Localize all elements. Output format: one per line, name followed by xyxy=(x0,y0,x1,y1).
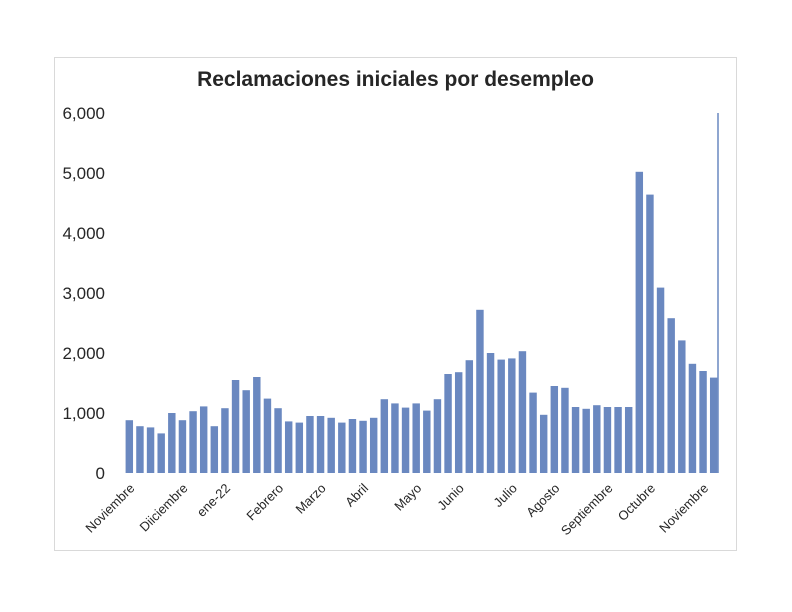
x-tick-label: Abril xyxy=(342,480,371,509)
bar xyxy=(359,420,367,473)
bar xyxy=(348,419,357,473)
bar xyxy=(146,427,155,473)
bar xyxy=(423,410,431,473)
x-tick-label: ene-22 xyxy=(194,481,233,520)
chart-title: Reclamaciones iniciales por desempleo xyxy=(197,68,594,91)
bar xyxy=(125,420,134,473)
bar xyxy=(444,374,452,473)
bar xyxy=(497,359,505,473)
bar xyxy=(486,353,495,473)
x-tick-label: Diiciembre xyxy=(137,481,191,535)
bar xyxy=(550,386,559,473)
bar xyxy=(465,360,474,473)
x-tick-label: Junio xyxy=(434,481,467,514)
x-tick-label: Noviembre xyxy=(656,481,711,536)
bar xyxy=(433,399,442,473)
bar xyxy=(221,408,229,473)
bar xyxy=(338,422,346,473)
bar xyxy=(380,399,389,473)
bar xyxy=(709,377,718,473)
bar xyxy=(667,318,675,473)
bar xyxy=(635,171,644,474)
bar xyxy=(688,363,697,473)
bar xyxy=(284,421,293,473)
bar xyxy=(263,398,272,473)
bar xyxy=(476,309,484,473)
bar xyxy=(614,407,622,473)
bar xyxy=(656,287,665,473)
y-tick-label: 1,000 xyxy=(62,404,105,423)
bar xyxy=(327,417,335,473)
bar xyxy=(231,380,240,473)
bar xyxy=(603,407,612,473)
x-tick-label: Noviembre xyxy=(82,481,137,536)
bar xyxy=(518,351,527,473)
x-tick-label: Febrero xyxy=(243,481,286,524)
bar xyxy=(508,358,516,473)
bar xyxy=(306,416,314,473)
x-tick-label: Marzo xyxy=(293,481,329,517)
x-tick-label: Agosto xyxy=(523,481,562,520)
y-tick-label: 5,000 xyxy=(62,164,105,183)
bar xyxy=(391,403,399,473)
x-tick-label: Julio xyxy=(490,481,520,511)
bar xyxy=(699,371,707,473)
y-tick-label: 0 xyxy=(96,464,105,483)
bar xyxy=(242,390,250,473)
bar xyxy=(369,417,378,473)
y-tick-label: 2,000 xyxy=(62,344,105,363)
bar xyxy=(157,433,165,473)
bar xyxy=(316,416,325,473)
y-tick-label: 6,000 xyxy=(62,104,105,123)
bar xyxy=(529,392,537,473)
x-tick-label: Septiembre xyxy=(558,481,616,539)
bar xyxy=(454,372,463,473)
bar xyxy=(412,403,420,473)
y-tick-label: 3,000 xyxy=(62,284,105,303)
bar xyxy=(253,377,261,473)
bar xyxy=(199,406,208,473)
x-tick-label: Octubre xyxy=(615,481,658,524)
bar xyxy=(401,407,410,473)
bar xyxy=(539,414,548,473)
bar xyxy=(593,405,601,473)
bar xyxy=(571,407,580,473)
bar xyxy=(295,422,304,473)
bar xyxy=(561,387,569,473)
bar xyxy=(136,426,144,473)
y-tick-label: 4,000 xyxy=(62,224,105,243)
bar xyxy=(189,411,197,473)
bar xyxy=(582,408,590,473)
bar xyxy=(210,426,219,473)
bar xyxy=(624,407,633,473)
bar xyxy=(274,408,282,473)
bar xyxy=(678,340,686,473)
bar xyxy=(178,420,187,473)
x-tick-label: Mayo xyxy=(391,481,424,514)
bar xyxy=(646,194,654,473)
bar xyxy=(168,413,176,473)
